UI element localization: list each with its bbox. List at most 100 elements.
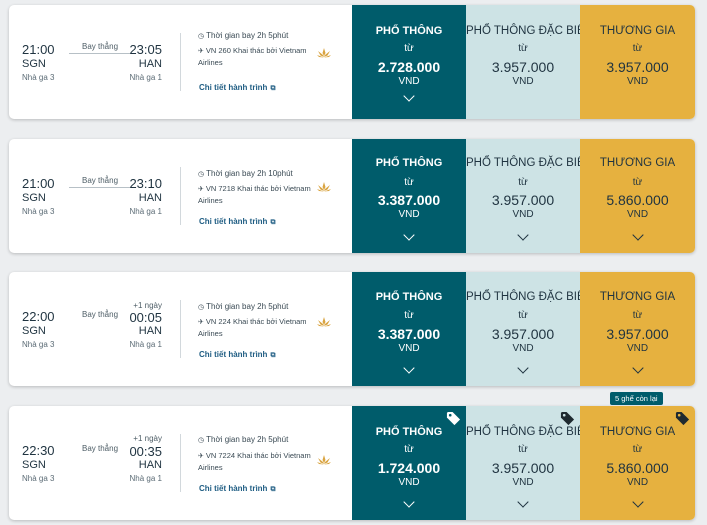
duration-text: Thời gian bay 2h 5phút: [206, 31, 289, 40]
flight-number: ✈ VN 7218 Khai thác bởi Vietnam Airlines: [198, 183, 318, 206]
fare-from: từ: [518, 177, 528, 188]
fare-currency: VND: [512, 76, 534, 87]
itinerary-detail-text: Chi tiết hành trình: [199, 83, 268, 92]
flight-card: 21:00 SGN Nhà ga 3 Bay thẳng 23:10 HAN N…: [9, 139, 695, 253]
departure-time: 22:00: [22, 309, 55, 324]
fare-name: THƯƠNG GIA: [599, 157, 676, 169]
fare-name: PHỔ THÔNG: [375, 157, 443, 169]
fare-business[interactable]: THƯƠNG GIA từ 5.860.000 VND: [580, 139, 695, 253]
flight-number: ✈ VN 7224 Khai thác bởi Vietnam Airlines: [198, 450, 318, 473]
flight-duration: ◷ Thời gian bay 2h 5phút: [198, 435, 288, 444]
fare-name: PHỔ THÔNG ĐẶC BIỆT: [466, 426, 592, 438]
chevron-down-icon: [403, 90, 415, 102]
itinerary-detail-text: Chi tiết hành trình: [199, 217, 268, 226]
fare-name: PHỔ THÔNG ĐẶC BIỆT: [466, 25, 592, 37]
flight-info: 22:30 SGN Nhà ga 3 Bay thẳng +1 ngày 00:…: [9, 406, 352, 520]
chevron-down-icon: [517, 229, 529, 241]
departure-airport: SGN: [22, 58, 46, 70]
route-line: [69, 53, 131, 54]
fare-economy[interactable]: PHỔ THÔNG từ 3.387.000 VND: [352, 272, 466, 386]
fare-from: từ: [518, 43, 528, 54]
arrival-terminal: Nhà ga 1: [129, 73, 162, 82]
flight-number: ✈ VN 260 Khai thác bởi Vietnam Airlines: [198, 45, 318, 68]
fare-currency: VND: [398, 76, 420, 87]
departure-terminal: Nhà ga 3: [22, 73, 55, 82]
fare-from: từ: [404, 310, 414, 321]
fare-from: từ: [632, 43, 643, 54]
chevron-down-icon: [631, 496, 644, 508]
flight-card: 22:00 SGN Nhà ga 3 Bay thẳng +1 ngày 00:…: [9, 272, 695, 386]
fare-price: 3.957.000: [606, 326, 669, 342]
arrival-terminal: Nhà ga 1: [129, 207, 162, 216]
chevron-down-icon: [631, 229, 644, 241]
fare-premium-economy[interactable]: PHỔ THÔNG ĐẶC BIỆT từ 3.957.000 VND: [466, 5, 592, 119]
arrival-terminal: Nhà ga 1: [129, 340, 162, 349]
departure-airport: SGN: [22, 459, 46, 471]
fare-from: từ: [632, 444, 643, 455]
departure-time: 21:00: [22, 42, 55, 57]
fare-premium-economy[interactable]: PHỔ THÔNG ĐẶC BIỆT từ 3.957.000 VND: [466, 406, 592, 520]
flight-duration: ◷ Thời gian bay 2h 5phút: [198, 31, 288, 40]
itinerary-detail-link[interactable]: Chi tiết hành trình ⧉: [199, 83, 275, 93]
fare-economy[interactable]: PHỔ THÔNG từ 2.728.000 VND: [352, 5, 466, 119]
tag-icon: [675, 411, 690, 426]
fare-currency: VND: [626, 76, 649, 87]
fare-business[interactable]: THƯƠNG GIA từ 3.957.000 VND: [580, 272, 695, 386]
fare-from: từ: [632, 310, 643, 321]
external-link-icon: ⧉: [270, 219, 276, 226]
departure-airport: SGN: [22, 192, 46, 204]
fare-price: 3.957.000: [491, 59, 555, 75]
fare-from: từ: [518, 310, 528, 321]
departure-terminal: Nhà ga 3: [22, 207, 55, 216]
seats-left-badge: 5 ghế còn lại: [610, 392, 663, 405]
flight-info: 21:00 SGN Nhà ga 3 Bay thẳng 23:05 HAN N…: [9, 5, 352, 119]
fare-price: 1.724.000: [377, 460, 441, 476]
duration-text: Thời gian bay 2h 5phút: [206, 435, 289, 444]
fare-premium-economy[interactable]: PHỔ THÔNG ĐẶC BIỆT từ 3.957.000 VND: [466, 139, 592, 253]
flight-info-text: VN 7218 Khai thác bởi Vietnam Airlines: [198, 184, 311, 205]
fare-price: 3.387.000: [377, 326, 441, 342]
itinerary-detail-link[interactable]: Chi tiết hành trình ⧉: [199, 350, 275, 360]
itinerary-detail-link[interactable]: Chi tiết hành trình ⧉: [199, 217, 275, 227]
fare-name: PHỔ THÔNG ĐẶC BIỆT: [466, 291, 592, 303]
stops-label: Bay thẳng: [81, 176, 119, 185]
stops-label: Bay thẳng: [81, 444, 119, 453]
fare-from: từ: [404, 444, 414, 455]
tag-icon: [446, 411, 461, 426]
fare-name: THƯƠNG GIA: [599, 25, 676, 37]
arrival-airport: HAN: [138, 58, 162, 70]
fare-name: PHỔ THÔNG ĐẶC BIỆT: [466, 157, 592, 169]
fare-currency: VND: [398, 209, 420, 220]
duration-text: Thời gian bay 2h 10phút: [206, 169, 293, 178]
fare-price: 3.957.000: [491, 460, 555, 476]
lotus-logo-icon: [317, 182, 331, 192]
departure-time: 21:00: [22, 176, 55, 191]
departure-time: 22:30: [22, 443, 55, 458]
fare-economy[interactable]: PHỔ THÔNG từ 3.387.000 VND: [352, 139, 466, 253]
divider: [180, 167, 181, 225]
fare-premium-economy[interactable]: PHỔ THÔNG ĐẶC BIỆT từ 3.957.000 VND: [466, 272, 592, 386]
flight-duration: ◷ Thời gian bay 2h 10phút: [198, 169, 293, 178]
flight-number: ✈ VN 224 Khai thác bởi Vietnam Airlines: [198, 316, 318, 339]
fare-currency: VND: [512, 343, 534, 354]
external-link-icon: ⧉: [270, 486, 276, 493]
fare-business[interactable]: THƯƠNG GIA từ 5.860.000 VND: [580, 406, 695, 520]
flight-info-text: VN 7224 Khai thác bởi Vietnam Airlines: [198, 451, 311, 472]
fare-business[interactable]: THƯƠNG GIA từ 3.957.000 VND: [580, 5, 695, 119]
arrival-time: 23:05: [129, 42, 162, 57]
next-day-label: +1 ngày: [133, 301, 162, 310]
fare-name: PHỔ THÔNG: [375, 25, 443, 37]
arrival-time: 00:05: [129, 310, 162, 325]
fare-name: PHỔ THÔNG: [375, 426, 443, 438]
departure-airport: SGN: [22, 325, 46, 337]
flight-duration: ◷ Thời gian bay 2h 5phút: [198, 302, 288, 311]
itinerary-detail-link[interactable]: Chi tiết hành trình ⧉: [199, 484, 275, 494]
chevron-down-icon: [403, 362, 415, 374]
lotus-logo-icon: [317, 317, 331, 327]
divider: [180, 33, 181, 91]
flight-card: 21:00 SGN Nhà ga 3 Bay thẳng 23:05 HAN N…: [9, 5, 695, 119]
arrival-time: 23:10: [129, 176, 162, 191]
fare-economy[interactable]: PHỔ THÔNG từ 1.724.000 VND: [352, 406, 466, 520]
clock-icon: ◷: [198, 33, 205, 40]
fare-from: từ: [632, 177, 643, 188]
